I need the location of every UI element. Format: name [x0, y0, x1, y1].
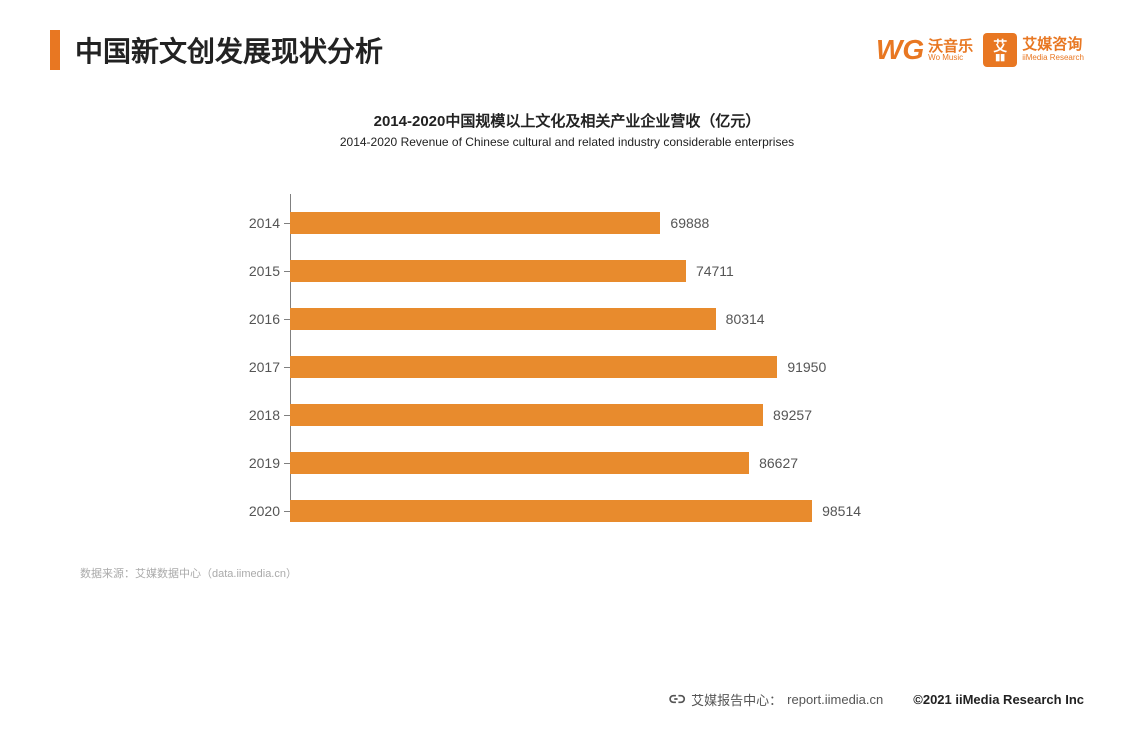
- bar-category-label: 2018: [225, 407, 280, 423]
- bar-row: 201469888: [290, 199, 1054, 247]
- axis-tick: [284, 271, 290, 272]
- bar-row: 201986627: [290, 439, 1054, 487]
- bar-category-label: 2019: [225, 455, 280, 471]
- bar-row: 201574711: [290, 247, 1054, 295]
- iimedia-icon: 艾 ▮▮: [983, 33, 1017, 67]
- bar-category-label: 2014: [225, 215, 280, 231]
- iimedia-name-en: iiMedia Research: [1022, 54, 1084, 63]
- axis-tick: [284, 319, 290, 320]
- bar-value-label: 80314: [726, 311, 765, 327]
- chart-title-en: 2014-2020 Revenue of Chinese cultural an…: [80, 135, 1054, 149]
- link-icon: [666, 689, 686, 709]
- bar-chart: 2014698882015747112016803142017919502018…: [80, 199, 1054, 535]
- bar-row: 201680314: [290, 295, 1054, 343]
- bar-rect: [290, 308, 716, 330]
- bar-category-label: 2017: [225, 359, 280, 375]
- bar-value-label: 74711: [696, 263, 734, 279]
- title-accent-bar: [50, 30, 60, 70]
- bar-category-label: 2015: [225, 263, 280, 279]
- axis-tick: [284, 415, 290, 416]
- bar-rect: [290, 260, 686, 282]
- bar-category-label: 2020: [225, 503, 280, 519]
- axis-tick: [284, 463, 290, 464]
- bar-rect: [290, 212, 660, 234]
- bar-value-label: 69888: [670, 215, 709, 231]
- bar-rect: [290, 452, 749, 474]
- axis-tick: [284, 367, 290, 368]
- title-block: 中国新文创发展现状分析: [50, 30, 383, 70]
- wo-music-name-en: Wo Music: [928, 54, 973, 62]
- bar-row: 201889257: [290, 391, 1054, 439]
- wo-music-icon: WG: [876, 34, 924, 66]
- bar-value-label: 86627: [759, 455, 798, 471]
- header: 中国新文创发展现状分析 WG 沃音乐 Wo Music 艾 ▮▮ 艾媒咨询 ii…: [0, 0, 1134, 80]
- iimedia-logo: 艾 ▮▮ 艾媒咨询 iiMedia Research: [983, 33, 1084, 67]
- axis-tick: [284, 223, 290, 224]
- chart-area: 2014-2020中国规模以上文化及相关产业企业营收（亿元） 2014-2020…: [0, 80, 1134, 581]
- bar-row: 202098514: [290, 487, 1054, 535]
- wo-music-name-cn: 沃音乐: [928, 39, 973, 54]
- bar-rect: [290, 404, 763, 426]
- logo-group: WG 沃音乐 Wo Music 艾 ▮▮ 艾媒咨询 iiMedia Resear…: [876, 33, 1084, 67]
- bar-rect: [290, 356, 777, 378]
- data-source: 数据来源：艾媒数据中心（data.iimedia.cn）: [80, 565, 1054, 581]
- bar-value-label: 98514: [822, 503, 861, 519]
- chart-title-cn: 2014-2020中国规模以上文化及相关产业企业营收（亿元）: [80, 110, 1054, 131]
- bar-value-label: 91950: [787, 359, 826, 375]
- wo-music-logo: WG 沃音乐 Wo Music: [876, 34, 973, 66]
- footer: 艾媒报告中心： report.iimedia.cn ©2021 iiMedia …: [666, 689, 1084, 709]
- footer-center-label: 艾媒报告中心：: [691, 690, 782, 709]
- bar-rect: [290, 500, 812, 522]
- bar-category-label: 2016: [225, 311, 280, 327]
- footer-url: report.iimedia.cn: [787, 692, 883, 707]
- axis-tick: [284, 511, 290, 512]
- page-title: 中国新文创发展现状分析: [75, 30, 383, 70]
- bar-value-label: 89257: [773, 407, 812, 423]
- iimedia-name-cn: 艾媒咨询: [1022, 37, 1084, 54]
- bar-row: 201791950: [290, 343, 1054, 391]
- footer-copyright: ©2021 iiMedia Research Inc: [913, 692, 1084, 707]
